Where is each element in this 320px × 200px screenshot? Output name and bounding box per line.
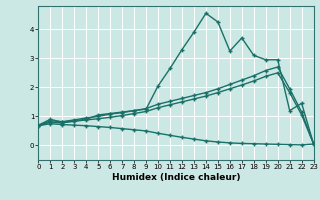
X-axis label: Humidex (Indice chaleur): Humidex (Indice chaleur) xyxy=(112,173,240,182)
